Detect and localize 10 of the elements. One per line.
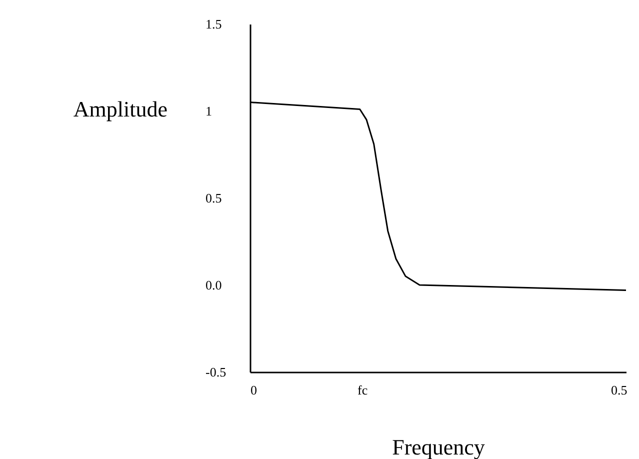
x-tick-label: 0 xyxy=(250,382,257,398)
y-tick-label: 1.5 xyxy=(206,16,222,32)
x-tick-label: fc xyxy=(358,382,368,398)
x-tick-label: 0.5 xyxy=(611,382,628,398)
y-tick-label: -0.5 xyxy=(206,364,226,380)
y-tick-label: 0.0 xyxy=(206,278,222,292)
y-tick-label: 0.5 xyxy=(206,190,222,206)
y-tick-label: 1 xyxy=(206,104,212,118)
x-axis-title: Frequency xyxy=(392,434,485,459)
y-axis-title: Amplitude xyxy=(73,96,168,122)
